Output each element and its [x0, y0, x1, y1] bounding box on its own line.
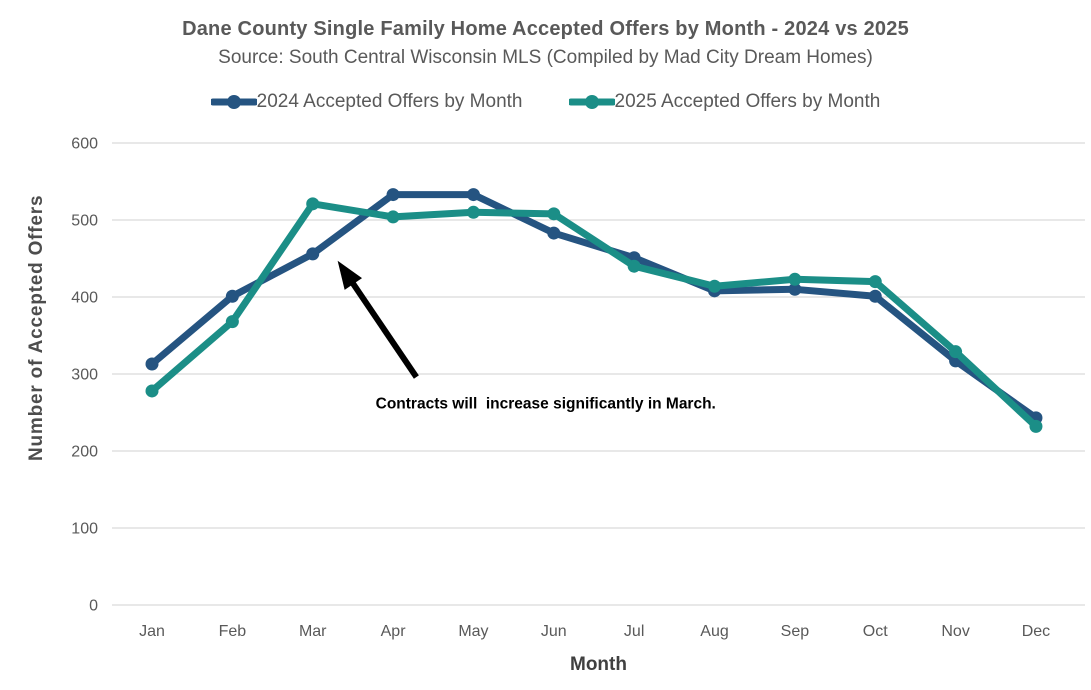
x-tick-label: Sep — [781, 623, 810, 640]
legend-marker-2025-icon — [568, 95, 615, 109]
legend-marker-2024-icon — [210, 95, 257, 109]
y-tick-label: 300 — [71, 367, 98, 384]
data-point — [547, 226, 561, 240]
y-tick-label: 100 — [71, 521, 98, 538]
y-tick-label: 400 — [71, 290, 98, 307]
data-point — [386, 210, 400, 224]
chart-title: Dane County Single Family Home Accepted … — [182, 18, 909, 40]
series-line — [148, 200, 1040, 430]
data-point — [788, 282, 802, 296]
x-tick-label: Feb — [219, 623, 247, 640]
annotation-text: Contracts will increase significantly in… — [376, 395, 716, 412]
chart-subtitle: Source: South Central Wisconsin MLS (Com… — [218, 47, 873, 68]
data-point — [466, 188, 480, 202]
y-tick-label: 600 — [71, 136, 98, 153]
data-point — [386, 188, 400, 202]
x-tick-label: Aug — [700, 623, 728, 640]
legend-item-2025: 2025 Accepted Offers by Month — [568, 91, 881, 113]
data-point — [868, 289, 882, 303]
legend-label-2024: 2024 Accepted Offers by Month — [256, 91, 523, 112]
data-point — [627, 259, 641, 273]
x-tick-label: Jun — [541, 623, 567, 640]
data-point — [466, 205, 480, 219]
x-tick-label: Mar — [299, 623, 327, 640]
annotation-arrow — [348, 278, 419, 379]
legend-item-2024: 2024 Accepted Offers by Month — [210, 91, 523, 113]
x-tick-label: May — [458, 623, 488, 640]
x-axis-title: Month — [570, 654, 627, 675]
line-chart-plot: 0 100 200 300 400 500 600 Jan Feb Mar Apr May Jun Jul… — [71, 136, 1085, 640]
data-point — [225, 315, 239, 329]
legend-label-2025: 2025 Accepted Offers by Month — [614, 91, 881, 112]
data-point — [225, 289, 239, 303]
y-tick-label: 200 — [71, 444, 98, 461]
x-tick-label: Jan — [139, 623, 165, 640]
x-tick-label: Dec — [1022, 623, 1050, 640]
legend: 2024 Accepted Offers by Month 2025 Accep… — [0, 91, 1091, 113]
data-point — [868, 275, 882, 289]
x-tick-label: Nov — [941, 623, 969, 640]
data-point — [949, 345, 963, 359]
data-point — [145, 384, 159, 398]
y-tick-label: 500 — [71, 213, 98, 230]
data-point — [547, 207, 561, 221]
x-tick-label: Apr — [381, 623, 407, 640]
data-point — [145, 357, 159, 371]
data-point — [306, 197, 320, 211]
data-point — [708, 279, 722, 293]
x-tick-label: Oct — [863, 623, 888, 640]
x-tick-label: Jul — [624, 623, 644, 640]
series-line — [148, 191, 1040, 422]
data-point — [788, 272, 802, 286]
data-point — [1029, 419, 1043, 433]
data-point — [306, 247, 320, 261]
annotation-arrowhead — [337, 260, 363, 290]
y-tick-label: 0 — [89, 598, 98, 615]
